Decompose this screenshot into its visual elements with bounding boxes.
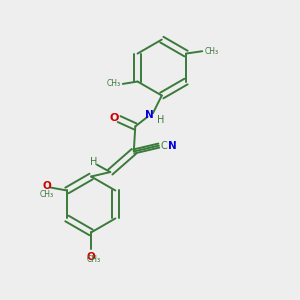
- Text: CH₃: CH₃: [106, 80, 121, 88]
- Text: H: H: [157, 115, 164, 125]
- Text: CH₃: CH₃: [87, 255, 101, 264]
- Text: C: C: [161, 141, 167, 151]
- Text: O: O: [43, 181, 51, 191]
- Text: CH₃: CH₃: [205, 47, 219, 56]
- Text: O: O: [110, 112, 119, 123]
- Text: CH₃: CH₃: [40, 190, 54, 199]
- Text: O: O: [87, 252, 95, 262]
- Text: N: N: [168, 141, 177, 151]
- Text: N: N: [145, 110, 154, 120]
- Text: H: H: [90, 157, 97, 167]
